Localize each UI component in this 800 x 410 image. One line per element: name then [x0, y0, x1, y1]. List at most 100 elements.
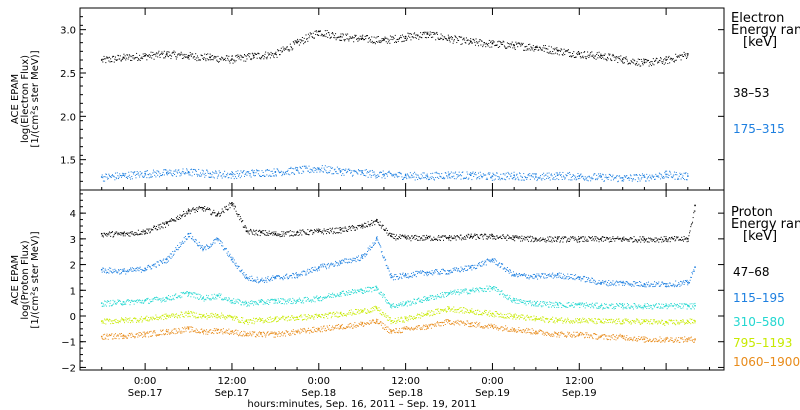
electron-scatter-dot [432, 31, 434, 33]
electron-scatter-dot [452, 37, 454, 39]
electron-data-point [166, 171, 168, 174]
proton-scatter-dot [145, 269, 147, 271]
proton-scatter-dot [430, 238, 432, 240]
proton-scatter-dot [255, 303, 257, 305]
electron-scatter-dot [676, 178, 678, 180]
electron-scatter-dot [595, 178, 597, 180]
proton-scatter-dot [541, 306, 543, 308]
electron-scatter-dot [633, 174, 635, 176]
proton-scatter-dot [327, 295, 329, 297]
proton-scatter-dot [605, 283, 607, 285]
electron-scatter-dot [386, 175, 388, 177]
proton-scatter-dot [509, 269, 511, 271]
proton-scatter-dot [357, 290, 359, 292]
electron-scatter-dot [104, 58, 106, 60]
proton-scatter-dot [558, 302, 560, 304]
proton-scatter-dot [372, 242, 374, 244]
proton-scatter-dot [105, 269, 107, 271]
electron-scatter-dot [303, 171, 305, 173]
electron-scatter-dot [241, 55, 242, 57]
proton-scatter-dot [652, 239, 654, 241]
electron-data-point [383, 173, 385, 176]
electron-scatter-dot [565, 174, 567, 176]
proton-scatter-dot [479, 234, 481, 236]
electron-scatter-dot [637, 58, 639, 60]
electron-scatter-dot [426, 32, 428, 34]
proton-scatter-dot [400, 276, 402, 278]
proton-scatter-dot [176, 249, 178, 251]
proton-scatter-dot [182, 242, 184, 244]
proton-scatter-dot [156, 261, 158, 263]
proton-scatter-dot [158, 264, 160, 266]
proton-scatter-dot [596, 283, 598, 285]
electron-scatter-dot [652, 63, 654, 65]
electron-scatter-dot [475, 38, 477, 40]
proton-scatter-dot [502, 263, 504, 265]
proton-scatter-dot [238, 299, 240, 301]
proton-scatter-dot [678, 283, 680, 285]
proton-scatter-dot [283, 303, 285, 305]
proton-scatter-dot [354, 290, 356, 292]
proton-scatter-dot [205, 249, 207, 251]
electron-scatter-dot [391, 174, 393, 176]
proton-scatter-dot [193, 241, 195, 243]
electron-scatter-dot [274, 53, 276, 55]
proton-scatter-dot [551, 241, 553, 243]
proton-scatter-dot [381, 294, 383, 296]
electron-scatter-dot [536, 45, 538, 47]
electron-scatter-dot [282, 46, 284, 48]
proton-scatter-dot [127, 232, 129, 234]
proton-scatter-dot [684, 238, 686, 240]
proton-scatter-dot [114, 268, 116, 270]
electron-scatter-dot [292, 41, 294, 43]
electron-scatter-dot [451, 38, 453, 40]
proton-scatter-dot [480, 233, 482, 235]
proton-scatter-dot [187, 295, 189, 297]
electron-scatter-dot [154, 171, 156, 173]
electron-scatter-dot [154, 53, 156, 55]
electron-scatter-dot [235, 60, 237, 62]
electron-scatter-dot [252, 53, 254, 55]
proton-scatter-dot [538, 303, 540, 305]
proton-scatter-dot [227, 299, 229, 301]
electron-scatter-dot [322, 171, 324, 173]
electron-scatter-dot [330, 166, 332, 168]
electron-scatter-dot [269, 174, 271, 176]
electron-scatter-dot [113, 175, 115, 177]
proton-scatter-dot [578, 236, 580, 238]
proton-scatter-dot [313, 269, 315, 271]
proton-scatter-dot [687, 284, 689, 286]
proton-scatter-dot [640, 284, 642, 286]
proton-scatter-dot [304, 232, 306, 234]
electron-scatter-dot [226, 55, 228, 57]
electron-scatter-dot [334, 37, 336, 39]
electron-scatter-dot [289, 49, 291, 51]
proton-scatter-dot [246, 277, 248, 279]
proton-scatter-dot [339, 293, 341, 295]
electron-scatter-dot [212, 176, 214, 178]
electron-scatter-dot [400, 37, 402, 39]
electron-scatter-dot [172, 172, 174, 174]
electron-scatter-dot [447, 39, 449, 41]
proton-scatter-dot [266, 300, 268, 302]
electron-scatter-dot [221, 175, 223, 177]
proton-scatter-dot [252, 233, 254, 235]
proton-scatter-dot [365, 290, 367, 292]
proton-scatter-dot [481, 290, 483, 292]
electron-scatter-dot [379, 171, 381, 173]
electron-scatter-dot [479, 39, 481, 41]
electron-scatter-dot [240, 170, 242, 172]
proton-scatter-dot [122, 270, 124, 272]
proton-scatter-dot [143, 233, 145, 235]
proton-scatter-dot [414, 235, 416, 237]
proton-scatter-dot [123, 270, 125, 272]
electron-scatter-dot [205, 60, 207, 62]
proton-scatter-dot [154, 298, 156, 300]
proton-scatter-dot [682, 280, 684, 282]
proton-scatter-dot [560, 237, 562, 239]
proton-scatter-dot [473, 267, 475, 269]
proton-scatter-dot [623, 284, 625, 286]
electron-scatter-dot [681, 176, 683, 178]
electron-scatter-dot [548, 45, 550, 47]
proton-scatter-dot [317, 231, 319, 233]
